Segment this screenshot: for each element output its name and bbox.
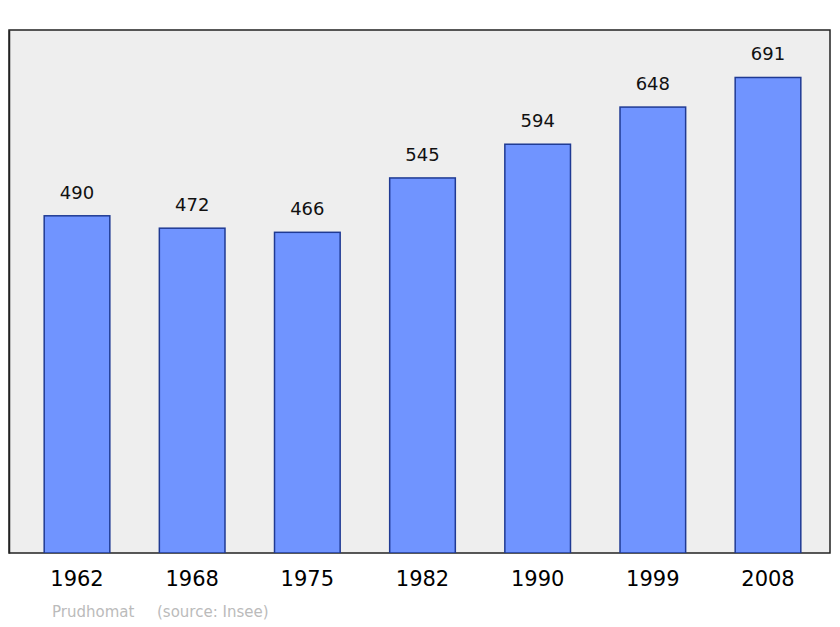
x-tick: 1982 <box>396 553 449 591</box>
data-labels: 490 472 466 545 594 648 691 <box>60 43 785 219</box>
annotation: (source: Insee) <box>157 603 269 621</box>
bar <box>44 216 110 553</box>
annotations: Prudhomat (source: Insee) <box>52 603 269 621</box>
x-tick: 1999 <box>626 553 679 591</box>
x-tick-label: 1990 <box>511 567 564 591</box>
plot-frame <box>9 30 830 553</box>
x-tick: 1968 <box>165 553 218 591</box>
x-tick-label: 1975 <box>281 567 334 591</box>
data-label: 545 <box>405 144 439 165</box>
chart: 1962 1968 1975 1982 1990 1999 2008 490 472 466 545… <box>0 0 840 627</box>
data-label: 691 <box>751 43 785 64</box>
x-tick-label: 1982 <box>396 567 449 591</box>
data-label: 490 <box>60 182 94 203</box>
x-tick: 1990 <box>511 553 564 591</box>
x-tick: 2008 <box>741 553 794 591</box>
bars <box>44 77 801 553</box>
y-axis <box>9 31 10 554</box>
y-axis-line <box>9 31 11 554</box>
x-tick-label: 1999 <box>626 567 679 591</box>
bar <box>390 178 456 553</box>
data-label: 472 <box>175 194 209 215</box>
bar <box>620 107 686 553</box>
x-tick: 1975 <box>281 553 334 591</box>
annotation: Prudhomat <box>52 603 134 621</box>
x-tick-label: 2008 <box>741 567 794 591</box>
bar <box>505 144 571 553</box>
data-label: 648 <box>636 73 670 94</box>
data-label: 466 <box>290 198 324 219</box>
x-tick-label: 1968 <box>165 567 218 591</box>
x-axis: 1962 1968 1975 1982 1990 1999 2008 <box>50 553 794 591</box>
bar <box>735 77 801 553</box>
bar <box>275 232 341 553</box>
x-tick-label: 1962 <box>50 567 103 591</box>
data-label: 594 <box>520 110 554 131</box>
bar <box>159 228 225 553</box>
x-tick: 1962 <box>50 553 103 591</box>
